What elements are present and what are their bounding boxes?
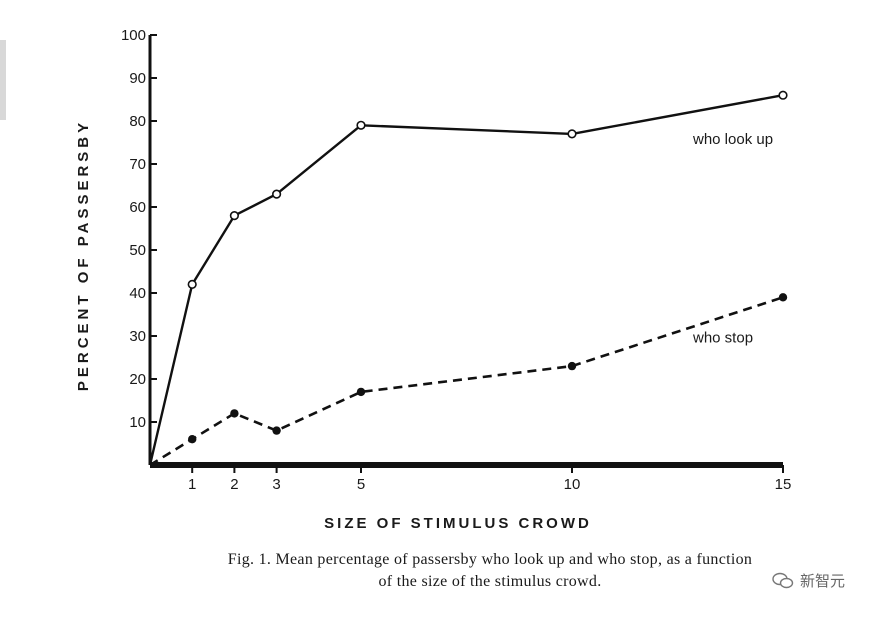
data-point [272,189,282,199]
wechat-icon [772,572,794,588]
y-tick-label: 30 [129,328,146,345]
data-point [229,211,239,221]
y-tick-label: 40 [129,285,146,302]
caption-line-1: Fig. 1. Mean percentage of passersby who… [227,551,753,568]
y-axis-label: PERCENT OF PASSERSBY [75,119,92,391]
figure-caption: Fig. 1. Mean percentage of passersby who… [150,549,830,593]
data-point [778,293,788,302]
y-tick-label: 90 [129,70,146,87]
y-tick-label: 50 [129,242,146,259]
watermark: 新智元 [772,570,845,591]
series-label: who stop [692,329,753,346]
chart-ticks: 10 20 30 40 50 60 70 80 90 100 1 2 3 5 10 15 [121,27,791,493]
x-tick-label: 1 [188,476,196,493]
y-tick-label: 10 [129,414,146,431]
y-tick-label: 70 [129,156,146,173]
y-tick-label: 80 [129,113,146,130]
data-point [230,409,239,418]
data-point [567,361,577,371]
data-point [567,129,577,139]
x-tick-label: 10 [564,476,581,493]
series-line-look-up [148,94,784,466]
data-point [778,90,788,100]
line-chart: 10 20 30 40 50 60 70 80 90 100 1 2 3 5 10 15 who look u… [75,27,791,532]
y-tick-label: 100 [121,27,146,44]
data-point [356,387,366,397]
y-tick-label: 20 [129,371,146,388]
chart-series: who look up who stop [148,90,788,467]
x-axis-label: SIZE OF STIMULUS CROWD [324,515,592,532]
y-tick-label: 60 [129,199,146,216]
x-tick-label: 5 [357,476,365,493]
data-point [272,426,281,435]
data-point [356,120,366,130]
caption-line-2: of the size of the stimulus crowd. [378,573,602,590]
x-tick-label: 3 [272,476,280,493]
x-tick-label: 15 [775,476,792,493]
left-edge-shade [0,40,6,120]
watermark-text: 新智元 [799,572,845,590]
chart-axes [148,35,783,468]
data-point [187,279,197,290]
data-point [188,435,197,444]
series-line-stop [149,296,784,467]
x-tick-label: 2 [230,476,238,493]
series-label: who look up [692,131,773,148]
